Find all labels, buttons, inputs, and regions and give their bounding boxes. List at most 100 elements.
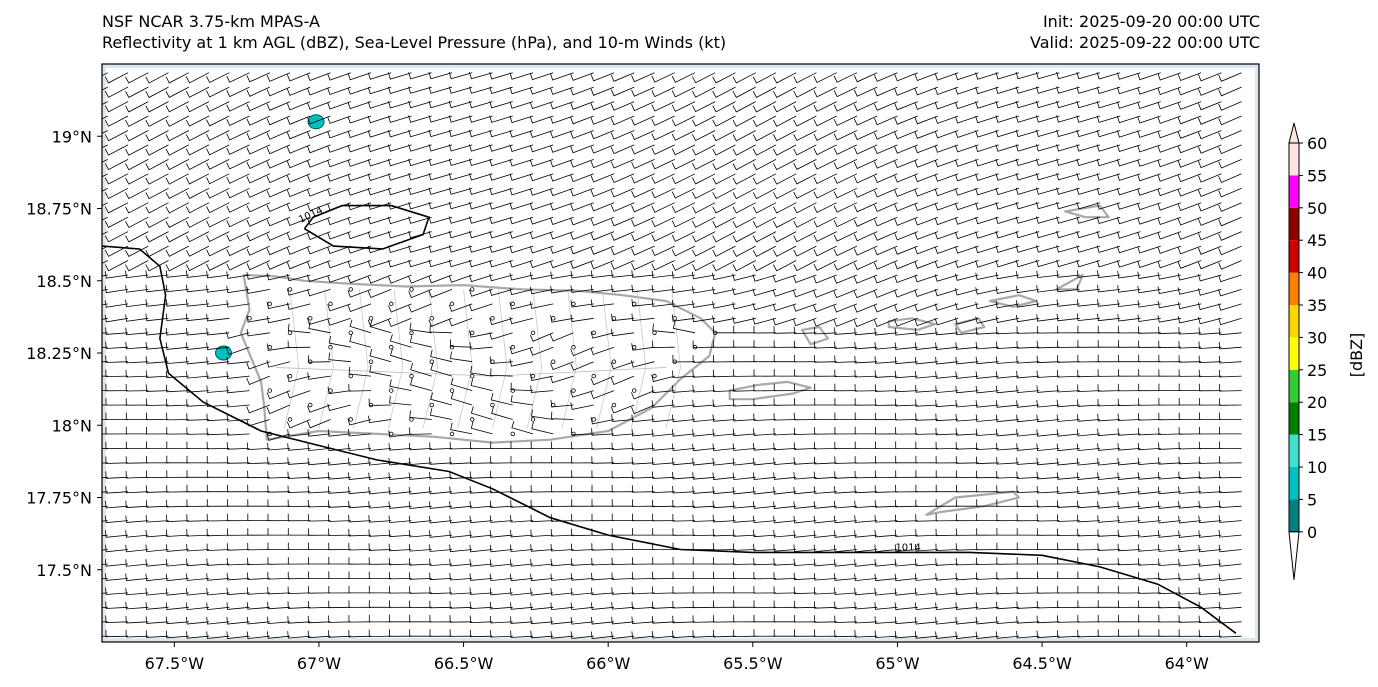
wind-barb [388,529,412,538]
wind-barb [327,72,351,81]
wind-barb [145,72,169,84]
wind-barb [469,289,493,297]
wind-barb [611,616,635,625]
wind-barb [672,557,695,565]
wind-barb [1097,270,1121,278]
wind-barb [226,587,250,596]
wind-barb [550,130,574,139]
calm-wind-marker [510,388,515,393]
wind-barb [631,231,655,242]
wind-barb [692,115,716,127]
wind-barb [874,412,898,421]
wind-barb [732,302,756,310]
wind-barb [732,159,756,171]
wind-barb [429,614,453,623]
wind-barb [813,486,837,494]
wind-barb [429,442,453,450]
calm-wind-marker [470,417,475,422]
wind-barb [732,458,756,466]
wind-barb [388,115,412,123]
wind-barb [995,385,1019,394]
colorbar-segment [1289,369,1299,403]
wind-barb [186,558,210,567]
wind-barb [773,130,797,142]
wind-barb [1198,245,1222,255]
wind-barb [429,501,453,509]
wind-barb [1016,557,1040,565]
wind-barb [348,384,372,392]
wind-barb [631,485,655,493]
wind-barb [145,216,169,229]
wind-barb [388,245,412,253]
wind-barb [631,360,655,368]
wind-barb [206,327,230,336]
wind-barb [793,501,817,509]
wind-barb [1157,530,1181,538]
wind-barb [206,427,230,436]
wind-barb [672,400,696,408]
wind-barb [347,274,372,284]
wind-barb [529,286,554,295]
municipal-line [283,289,300,429]
wind-barb [874,616,898,624]
wind-barb [469,158,493,166]
wind-barb [206,371,230,379]
wind-barb [1157,501,1181,509]
wind-barb [773,144,797,156]
wind-barb [286,101,311,111]
wind-barb [1077,500,1100,509]
wind-barb [530,588,554,596]
wind-barb [773,427,797,436]
wind-barb [1198,86,1222,96]
wind-barb [1036,340,1060,349]
wind-barb [1137,173,1161,182]
wind-barb [611,470,635,479]
wind-barb [347,187,372,196]
wind-barb [529,202,554,211]
wind-barb [995,371,1019,379]
wind-barb [266,159,291,169]
wind-barb [995,231,1020,239]
wind-barb [104,216,129,228]
wind-barb [874,159,898,169]
wind-barb [286,202,311,212]
wind-barb [894,289,918,298]
wind-barb [227,470,250,478]
wind-barb [591,543,615,551]
wind-barb [348,486,372,495]
wind-barb [894,159,918,169]
wind-barb [368,472,392,481]
wind-barb [165,313,189,322]
calm-wind-marker [571,301,576,307]
wind-barb [428,201,453,210]
wind-barb [1076,472,1100,480]
wind-barb [529,373,554,381]
wind-barb [976,456,999,465]
wind-barb [489,530,513,538]
wind-barb [995,115,1020,123]
wind-barb [713,571,736,579]
wind-barb [672,499,696,508]
wind-barb [833,231,858,242]
wind-barb [186,427,210,435]
wind-barb [1198,260,1222,270]
wind-barb [145,284,169,293]
wind-barb [915,399,938,407]
wind-barb [1118,600,1141,608]
wind-barb [955,587,979,596]
wind-barb [327,144,351,153]
wind-barb [691,271,716,280]
colorbar-tick-label: 30 [1307,328,1327,347]
wind-barb [409,614,432,623]
wind-barb [611,499,635,507]
wind-barb [448,317,473,327]
wind-barb [752,72,777,84]
wind-barb [996,572,1019,580]
colorbar-tick-label: 60 [1307,134,1327,153]
wind-barb [1157,315,1181,323]
wind-barb [307,115,331,125]
wind-barb [753,571,777,580]
wind-barb [165,573,189,582]
wind-barb [388,86,412,94]
wind-barb [327,274,351,283]
